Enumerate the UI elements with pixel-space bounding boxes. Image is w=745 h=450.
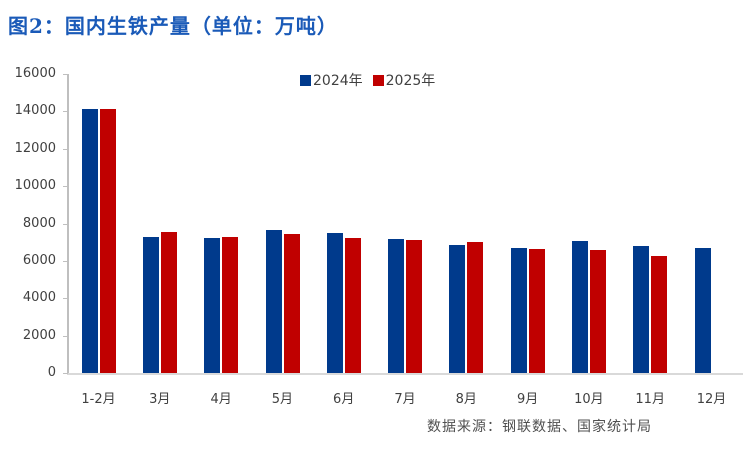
y-tick-label: 2000 xyxy=(22,327,56,343)
bar-2024-7月 xyxy=(388,239,405,373)
bar-2024-10月 xyxy=(572,241,589,373)
y-tick-mark xyxy=(63,74,68,75)
x-tick-label: 9月 xyxy=(516,392,539,407)
bar-2024-1-2月 xyxy=(81,109,98,373)
x-tick-label: 1-2月 xyxy=(81,392,116,407)
y-tick-mark xyxy=(63,335,68,337)
bar-2024-4月 xyxy=(204,237,221,373)
x-axis xyxy=(67,373,743,375)
x-tick-label: 6月 xyxy=(333,392,355,407)
bar-2025-11月 xyxy=(651,255,668,373)
x-tick-label: 7月 xyxy=(394,392,416,407)
y-axis xyxy=(67,74,69,374)
legend-label: 2025年 xyxy=(385,73,436,89)
bar-2024-6月 xyxy=(326,232,343,373)
bar-2025-4月 xyxy=(222,236,239,373)
chart-title: 图2：国内生铁产量（单位：万吨） xyxy=(8,14,338,38)
y-tick-mark xyxy=(63,111,68,113)
y-tick-mark xyxy=(63,373,68,374)
bar-2025-9月 xyxy=(528,248,545,373)
bar-2025-8月 xyxy=(467,241,484,373)
y-tick-label: 14000 xyxy=(14,103,56,119)
x-tick-label: 8月 xyxy=(455,392,477,407)
bar-2025-1-2月 xyxy=(99,109,116,373)
y-tick-label: 6000 xyxy=(22,252,56,268)
x-tick-label: 4月 xyxy=(210,392,232,407)
bar-2024-12月 xyxy=(694,247,711,373)
x-tick-label: 5月 xyxy=(271,392,294,407)
y-tick-mark xyxy=(63,186,68,188)
bar-2025-10月 xyxy=(590,250,607,373)
legend: 2024年 2025年 xyxy=(300,70,435,90)
y-tick-mark xyxy=(63,260,68,262)
bar-2025-7月 xyxy=(406,239,423,373)
bar-2025-5月 xyxy=(283,233,300,373)
y-tick-label: 4000 xyxy=(22,290,56,306)
bar-2025-6月 xyxy=(344,237,361,373)
x-tick-label: 12月 xyxy=(696,392,727,407)
y-tick-label: 16000 xyxy=(14,66,56,81)
source-note: 数据来源：钢联数据、国家统计局 xyxy=(427,419,652,435)
y-tick-mark xyxy=(63,223,68,225)
y-tick-label: 8000 xyxy=(22,215,56,231)
x-tick-label: 3月 xyxy=(149,392,171,407)
y-tick-label: 0 xyxy=(47,365,56,380)
y-tick-mark xyxy=(63,148,68,150)
bar-2024-9月 xyxy=(510,247,527,373)
y-tick-mark xyxy=(63,298,68,300)
bar-2024-3月 xyxy=(142,236,159,373)
legend-swatch-icon xyxy=(300,74,311,86)
legend-swatch-icon xyxy=(372,74,384,86)
y-tick-label: 12000 xyxy=(14,140,56,156)
bar-2024-11月 xyxy=(633,245,650,373)
x-tick-label: 10月 xyxy=(574,392,604,407)
legend-label: 2024年 xyxy=(313,73,363,89)
x-tick-label: 11月 xyxy=(635,392,665,407)
legend-item-2025: 2025年 xyxy=(372,70,436,90)
bar-2025-3月 xyxy=(160,231,177,373)
y-tick-label: 10000 xyxy=(14,178,56,194)
bar-2024-5月 xyxy=(265,229,282,373)
bar-2024-8月 xyxy=(449,244,466,373)
legend-item-2024: 2024年 xyxy=(300,70,363,90)
